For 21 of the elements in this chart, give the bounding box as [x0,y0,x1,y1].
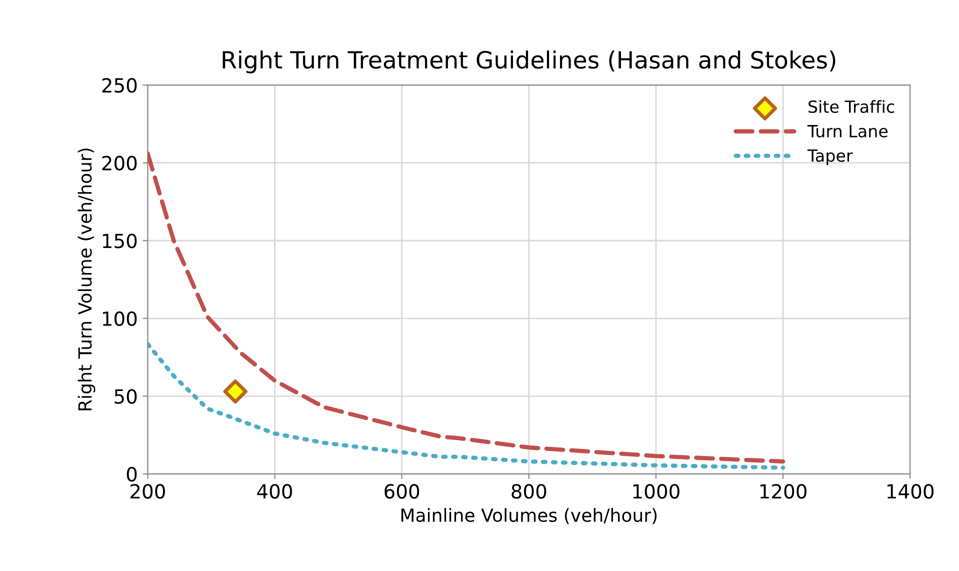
y-axis-title: Right Turn Volume (veh/hour) [78,148,96,410]
x-tick-label: 1400 [887,484,934,499]
line-series [148,151,786,464]
x-tick-label: 200 [130,484,165,499]
x-tick-label: 1200 [760,484,806,499]
legend-label: Turn Lane [807,125,888,138]
x-tick-label: 1000 [633,484,680,499]
legend-label: Site Traffic [808,100,894,113]
y-tick-label: 200 [102,156,137,171]
y-tick-label: 150 [102,234,137,248]
y-tick-label: 100 [102,311,137,326]
x-axis-title: Mainline Volumes (veh/hour) [401,508,657,524]
y-tick-label: 50 [114,389,137,404]
chart-title: Right Turn Treatment Guidelines (Hasan and Stokes) [222,50,836,74]
x-tick-label: 400 [257,484,292,499]
x-tick-label: 600 [384,484,420,499]
y-tick-label: 250 [102,78,137,93]
y-tick-label: 0 [126,466,137,482]
line-series [148,342,786,470]
x-tick-label: 800 [512,484,546,499]
legend-label: Taper [807,150,853,166]
